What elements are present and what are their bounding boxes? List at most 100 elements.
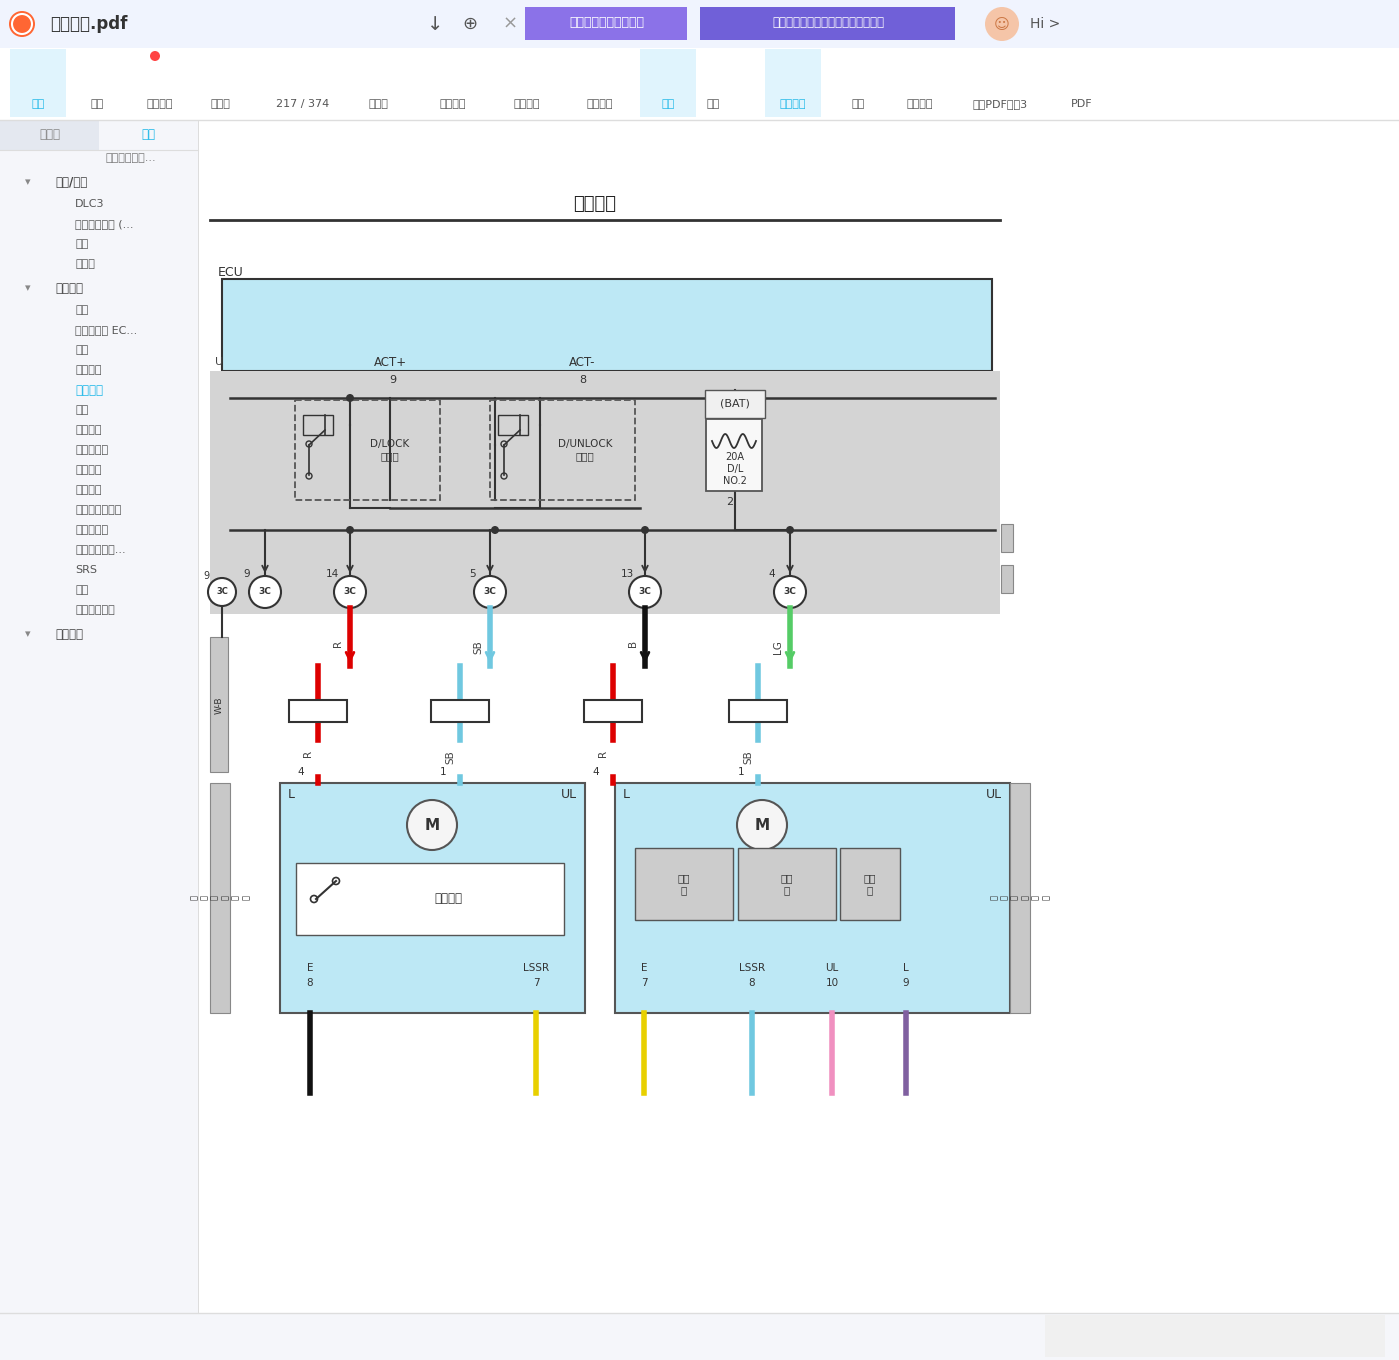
Bar [0,120,199,1360]
Text: ↓: ↓ [427,15,443,34]
Text: ▲: ▲ [1073,1326,1087,1345]
Text: 影印PDF识別3: 影印PDF识別3 [972,99,1027,109]
Text: UL: UL [825,963,838,972]
Bar [222,279,992,371]
Text: LSSR: LSSR [523,963,548,972]
Text: 时钟: 时钟 [76,345,88,355]
Bar [210,783,229,1013]
Text: 车辆外饰: 车辆外饰 [55,627,83,641]
Text: 9: 9 [203,571,208,581]
Text: 右
后
门
锁
控
制: 右 后 门 锁 控 制 [989,895,1051,900]
Text: 车内照明灯: 车内照明灯 [76,445,108,456]
Text: ACT-: ACT- [569,355,595,369]
Text: 智能上车和起...: 智能上车和起... [76,545,126,555]
Text: SB: SB [473,641,483,654]
Bar [1002,564,1013,593]
Text: 门锁控制: 门锁控制 [574,194,617,214]
Bar [280,783,585,1013]
Text: 3C: 3C [638,588,652,597]
Bar [210,371,1000,613]
Text: 3C: 3C [344,588,357,597]
Circle shape [407,800,457,850]
Text: 13: 13 [620,568,634,579]
Text: 自动防眩目 EC...: 自动防眩目 EC... [76,325,137,335]
Bar [0,0,1399,48]
Text: W-B: W-B [214,696,224,714]
Text: UL: UL [561,789,576,801]
Text: ×: × [502,15,518,33]
Text: 3C: 3C [783,588,796,597]
Text: 解锁检测: 解锁检测 [434,892,462,906]
Text: 遥控门锁控制: 遥控门锁控制 [76,605,115,615]
Circle shape [491,526,499,534]
Text: 多路通信系统 (...: 多路通信系统 (... [76,219,133,228]
Text: 驱动
器: 驱动 器 [781,873,793,895]
Text: 20A
D/L
NO.2: 20A D/L NO.2 [723,453,747,486]
Text: ⊞: ⊞ [785,1331,795,1341]
Text: 电源插座: 电源插座 [76,465,102,475]
Text: 前
侧
门
锁
控
制: 前 侧 门 锁 控 制 [189,895,250,900]
Text: 9: 9 [389,375,396,385]
Text: 适合页面: 适合页面 [586,99,613,109]
Text: 驱动
器: 驱动 器 [677,873,690,895]
Text: 目录: 目录 [141,128,155,141]
Text: 11: 11 [734,706,747,715]
Text: 上一页: 上一页 [210,99,229,109]
Bar [739,849,837,919]
Text: SRS: SRS [76,564,97,575]
Text: R: R [597,749,609,758]
Bar [616,783,1010,1013]
Text: 2: 2 [726,496,733,507]
Text: 3C: 3C [259,588,271,597]
Circle shape [786,526,795,534]
Bar [490,400,635,500]
Circle shape [474,577,506,608]
Bar [525,7,687,39]
Text: SB: SB [743,749,753,764]
Circle shape [249,577,281,608]
Text: 丰田驻车辅助...: 丰田驻车辅助... [105,154,155,163]
Circle shape [985,7,1018,41]
Text: HE1: HE1 [762,706,785,715]
Text: R: R [304,749,313,758]
Text: 作为模拟面试官，帮我模拟面试问题: 作为模拟面试官，帮我模拟面试问题 [772,16,884,30]
Bar [583,700,642,722]
Text: 单页: 单页 [662,99,674,109]
Circle shape [774,577,806,608]
Text: 照明: 照明 [76,405,88,415]
Text: 4: 4 [768,568,775,579]
Bar [729,700,788,722]
Bar [700,7,956,39]
Bar [839,849,900,919]
Text: ▾: ▾ [25,628,31,639]
Text: D/LOCK
继电器: D/LOCK 继电器 [371,439,410,461]
Text: 截图识字: 截图识字 [907,99,933,109]
Bar [304,415,333,435]
Circle shape [208,578,236,607]
Text: D/UNLOCK
继电器: D/UNLOCK 继电器 [558,439,613,461]
Text: M: M [424,817,439,832]
Bar [639,49,695,117]
Bar [706,419,762,491]
Circle shape [346,526,354,534]
Circle shape [737,800,788,850]
Text: 下一页: 下一页 [368,99,388,109]
Text: 电源: 电源 [76,239,88,249]
Text: 座椅加热器: 座椅加热器 [76,525,108,534]
Text: U: U [215,356,222,367]
Text: 连续阅读: 连续阅读 [779,99,806,109]
Bar [99,120,199,150]
Text: 实际大小: 实际大小 [439,99,466,109]
Bar [290,700,347,722]
Text: 缩略图: 缩略图 [39,128,60,141]
Text: 7: 7 [641,978,648,987]
Text: B: B [628,641,638,647]
Text: 217 / 374: 217 / 374 [277,99,330,109]
Text: L: L [623,789,630,801]
Text: E: E [641,963,648,972]
Text: 217 / 374: 217 / 374 [85,1330,145,1342]
Text: 组合仪表: 组合仪表 [76,364,102,375]
Text: 1: 1 [295,706,301,715]
Text: 线上打印: 线上打印 [147,99,173,109]
Text: 9: 9 [902,978,909,987]
